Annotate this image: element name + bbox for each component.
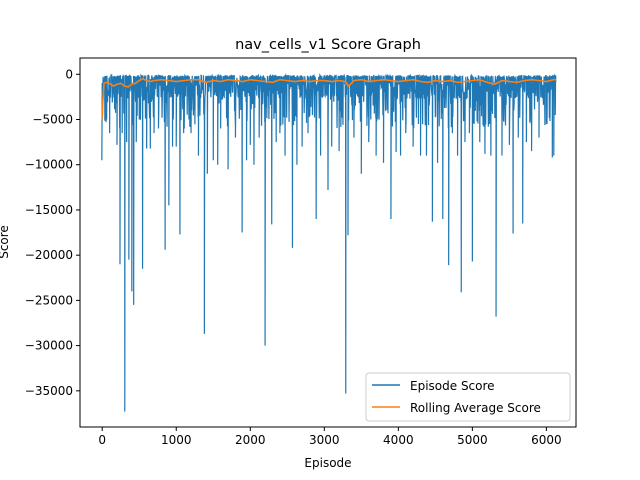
chart-title: nav_cells_v1 Score Graph [235,37,421,53]
x-axis-label: Episode [304,456,351,470]
episode-score-line [101,72,557,412]
x-tick-label: 4000 [383,433,414,447]
y-tick-label: −35000 [25,384,73,398]
legend: Episode Score Rolling Average Score [365,372,571,422]
x-tick-label: 6000 [531,433,562,447]
plot-area [101,72,557,412]
x-tick-label: 2000 [235,433,266,447]
rolling-average-series [101,77,557,120]
y-tick-label: 0 [65,67,73,81]
legend-label-rolling-average: Rolling Average Score [410,401,541,415]
y-tick-label: −15000 [25,203,73,217]
x-axis: 0 1000 2000 3000 4000 5000 6000 [98,427,562,447]
y-tick-label: −20000 [25,248,73,262]
legend-box [365,372,571,422]
x-tick-label: 5000 [457,433,488,447]
y-axis-label: Score [0,225,11,259]
y-tick-label: −5000 [32,113,73,127]
y-tick-label: −30000 [25,339,73,353]
axes-frame [79,57,577,428]
y-tick-label: −25000 [25,293,73,307]
episode-score-series [101,72,557,412]
y-axis: 0 −5000 −10000 −15000 −20000 −25000 −30000 −350… [25,67,80,398]
x-tick-label: 1000 [161,433,192,447]
rolling-average-line [101,77,557,120]
x-tick-label: 3000 [309,433,340,447]
legend-label-episode-score: Episode Score [410,379,495,393]
y-tick-label: −10000 [25,158,73,172]
x-tick-label: 0 [98,433,106,447]
